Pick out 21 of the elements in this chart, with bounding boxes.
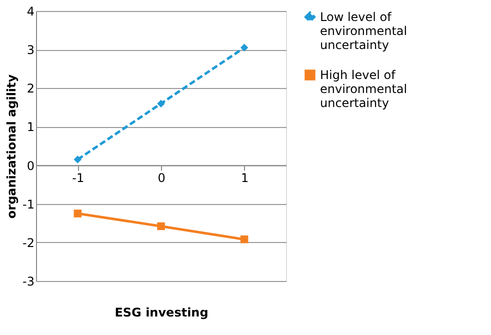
x-tick-label: -1 xyxy=(72,170,84,185)
point xyxy=(240,235,248,244)
point xyxy=(157,100,165,108)
y-tick-label: -3 xyxy=(22,274,34,288)
x-tick-label: 0 xyxy=(158,170,166,185)
point xyxy=(74,156,82,164)
point xyxy=(157,222,165,230)
x-axis-title: ESG investing xyxy=(114,306,208,320)
y-tick-label: 4 xyxy=(26,4,34,18)
y-tick-label: 2 xyxy=(26,82,34,96)
y-axis-title: organizational agility xyxy=(4,74,19,219)
legend-label: Low level of environmental uncertainty xyxy=(320,10,408,52)
y-tick-label: -2 xyxy=(22,236,34,250)
y-tick-label: -1 xyxy=(22,197,34,212)
point xyxy=(74,210,82,218)
y-tick-label: 3 xyxy=(26,43,34,58)
y-tick-label: 1 xyxy=(26,120,34,134)
y-tick-label: 0 xyxy=(26,158,34,173)
x-tick-label: 1 xyxy=(241,170,249,185)
legend-label: High level of environmental uncertainty xyxy=(320,68,408,110)
point xyxy=(240,44,248,52)
